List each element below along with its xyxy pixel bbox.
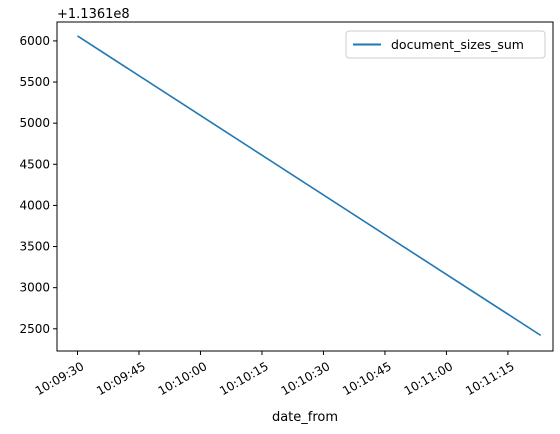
plot-frame (56, 21, 554, 352)
x-tick-label: 10:10:00 (156, 359, 210, 398)
y-tick-label: 5000 (19, 116, 50, 130)
x-tick-label: 10:09:45 (94, 359, 148, 398)
x-tick-label: 10:11:15 (463, 359, 517, 398)
x-tick-label: 10:11:00 (402, 359, 456, 398)
y-tick-label: 5500 (19, 75, 50, 89)
y-tick-label: 4000 (19, 198, 50, 212)
x-axis-ticks: 10:09:30 10:09:45 10:10:00 10:10:15 10:10:30… (33, 351, 517, 398)
y-tick-label: 3000 (19, 281, 50, 295)
legend: document_sizes_sum (345, 30, 546, 59)
y-offset-label: +1.1361e8 (57, 7, 130, 22)
y-tick-label: 2500 (19, 322, 50, 336)
series-layer (77, 35, 542, 337)
y-tick-label: 4500 (19, 157, 50, 171)
y-tick-label: 3500 (19, 240, 50, 254)
x-tick-label: 10:09:30 (33, 359, 87, 398)
x-axis-label: date_from (272, 410, 338, 425)
y-tick-label: 6000 (19, 34, 50, 48)
legend-label: document_sizes_sum (391, 37, 524, 52)
y-axis-ticks: 2500 3000 3500 4000 4500 5000 5500 6000 (19, 34, 57, 336)
x-tick-label: 10:10:30 (279, 359, 333, 398)
legend-box (345, 30, 546, 59)
x-tick-label: 10:10:15 (217, 359, 271, 398)
series-line-document_sizes_sum (77, 35, 542, 337)
x-tick-label: 10:10:45 (340, 359, 394, 398)
